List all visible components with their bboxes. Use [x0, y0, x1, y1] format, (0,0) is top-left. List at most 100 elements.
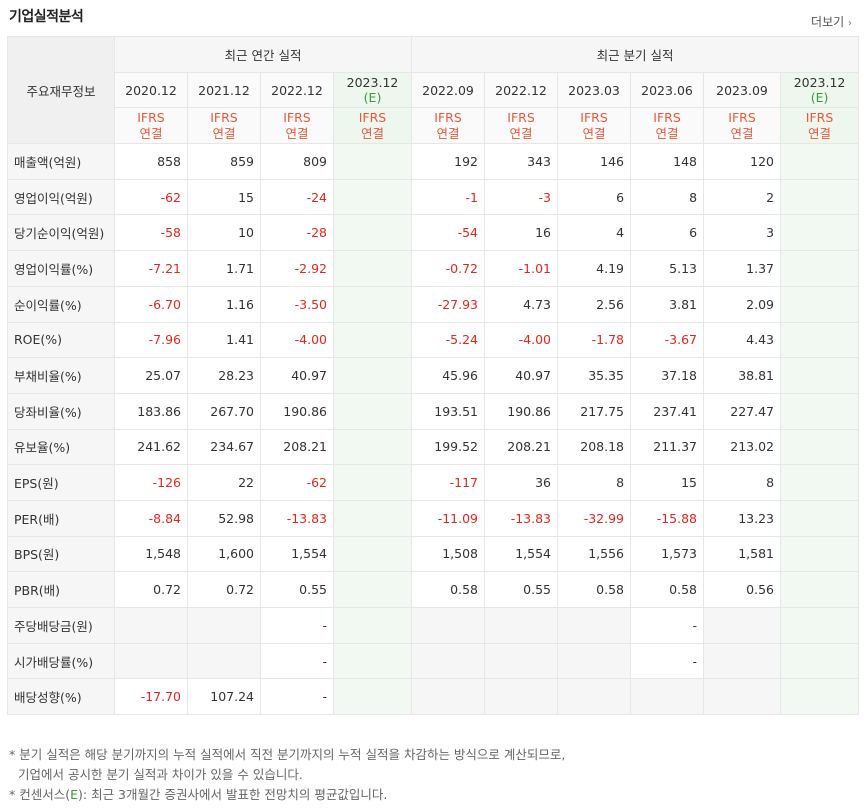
basis-header: IFRS 연결	[780, 107, 860, 145]
table-row: 당기순이익(억원) -58 10 -28 -54 16 4 6 3	[7, 214, 860, 252]
table-cell: -58	[114, 214, 188, 252]
table-cell: -15.88	[630, 499, 705, 537]
table-cell: 146	[557, 143, 632, 180]
basis-header: IFRS 연결	[187, 107, 261, 145]
row-label: ROE(%)	[7, 321, 115, 359]
table-cell: 1,581	[703, 535, 782, 573]
table-cell: 183.86	[114, 392, 188, 430]
table-cell	[557, 642, 632, 680]
table-cell	[557, 607, 632, 644]
note-line-3: * 컨센서스(E): 최근 3개월간 증권사에서 발표한 전망치의 평균값입니다…	[9, 787, 388, 802]
table-cell	[332, 607, 413, 644]
table-cell: 809	[260, 143, 334, 180]
table-cell: -0.72	[411, 250, 486, 287]
table-cell	[484, 607, 559, 644]
table-cell: 35.35	[557, 357, 632, 394]
table-cell	[332, 428, 413, 466]
table-row: 유보율(%) 241.62 234.67 208.21 199.52 208.21 208.…	[7, 428, 860, 466]
table-cell: 213.02	[703, 428, 782, 466]
table-cell: 190.86	[260, 392, 334, 430]
table-cell: -	[260, 607, 334, 644]
table-cell: 15	[630, 464, 705, 501]
period-header: 2022.12	[260, 71, 334, 109]
table-cell: 40.97	[260, 357, 334, 394]
period-header: 2022.12	[484, 71, 559, 109]
table-cell	[411, 642, 486, 680]
table-cell: 267.70	[187, 392, 261, 430]
row-label: 영업이익률(%)	[7, 250, 115, 287]
table-row: 당좌비율(%) 183.86 267.70 190.86 193.51 190.86 217…	[7, 392, 860, 430]
section-title: 기업실적분석	[9, 9, 84, 25]
table-cell	[332, 392, 413, 430]
quarter-group-header: 최근 분기 실적	[411, 36, 860, 73]
row-label: BPS(원)	[7, 535, 115, 573]
table-cell: 2.09	[703, 285, 782, 323]
more-link[interactable]: 더보기 ›	[811, 13, 852, 30]
row-label: 배당성향(%)	[7, 678, 115, 716]
basis-header: IFRS 연결	[332, 107, 413, 145]
table-cell: 107.24	[187, 678, 261, 716]
period-header: 2023.03	[557, 71, 632, 109]
financial-table: 주요재무정보 최근 연간 실적 최근 분기 실적 2020.12 2021.12 2…	[7, 35, 860, 716]
table-cell: 148	[630, 143, 705, 180]
table-cell: 8	[557, 464, 632, 501]
table-cell: 1,556	[557, 535, 632, 573]
table-cell: -5.24	[411, 321, 486, 359]
table-cell: 25.07	[114, 357, 188, 394]
row-label: 순이익률(%)	[7, 285, 115, 323]
table-cell: 16	[484, 214, 559, 252]
table-cell	[332, 178, 413, 216]
basis-header: IFRS 연결	[260, 107, 334, 145]
period-header: 2023.06	[630, 71, 705, 109]
table-cell	[411, 678, 486, 716]
table-cell: 211.37	[630, 428, 705, 466]
table-cell: 1,573	[630, 535, 705, 573]
table-cell	[332, 642, 413, 680]
table-row: 주당배당금(원) - -	[7, 607, 860, 644]
period-header-row: 2020.12 2021.12 2022.12 2023.12 (E) 2022.09 20…	[8, 71, 860, 109]
table-cell: 193.51	[411, 392, 486, 430]
basis-header: IFRS 연결	[557, 107, 632, 145]
table-cell: -4.00	[484, 321, 559, 359]
table-cell: 1,508	[411, 535, 486, 573]
table-cell: -13.83	[260, 499, 334, 537]
table-cell: 1.41	[187, 321, 261, 359]
table-cell: -2.92	[260, 250, 334, 287]
table-cell	[332, 143, 413, 180]
table-row: ROE(%) -7.96 1.41 -4.00 -5.24 -4.00 -1.78 -3.67…	[7, 321, 860, 359]
table-cell: 858	[114, 143, 188, 180]
table-row: 매출액(억원) 858 859 809 192 343 146 148 120	[7, 143, 860, 180]
table-cell	[780, 357, 860, 394]
table-cell	[780, 607, 860, 644]
table-cell: 343	[484, 143, 559, 180]
table-cell	[187, 607, 261, 644]
table-cell: 217.75	[557, 392, 632, 430]
period-header: 2020.12	[114, 71, 188, 109]
table-cell: -27.93	[411, 285, 486, 323]
table-cell: -117	[411, 464, 486, 501]
row-label: 주당배당금(원)	[7, 607, 115, 644]
basis-header-row: IFRS 연결 IFRS 연결 IFRS 연결 IFRS 연결 IFRS 연결 IFRS 연결 IFRS…	[8, 107, 860, 145]
table-cell	[630, 678, 705, 716]
row-label: 영업이익(억원)	[7, 178, 115, 216]
note-line-1: * 분기 실적은 해당 분기까지의 누적 실적에서 직전 분기까지의 누적 실적…	[9, 747, 566, 762]
table-cell: -1.78	[557, 321, 632, 359]
table-cell: 5.13	[630, 250, 705, 287]
table-cell	[703, 642, 782, 680]
table-cell	[780, 250, 860, 287]
basis-header: IFRS 연결	[703, 107, 782, 145]
table-cell: -126	[114, 464, 188, 501]
table-cell: 199.52	[411, 428, 486, 466]
table-cell: -24	[260, 178, 334, 216]
table-cell: 0.55	[260, 571, 334, 608]
table-cell: 6	[557, 178, 632, 216]
table-cell: 4.19	[557, 250, 632, 287]
period-header: 2023.12 (E)	[332, 71, 413, 109]
table-cell	[703, 678, 782, 716]
table-row: BPS(원) 1,548 1,600 1,554 1,508 1,554 1,556 1,57…	[7, 535, 860, 573]
table-cell: 208.21	[260, 428, 334, 466]
basis-header: IFRS 연결	[411, 107, 486, 145]
table-cell: 1,554	[484, 535, 559, 573]
table-cell: 208.21	[484, 428, 559, 466]
table-cell	[332, 499, 413, 537]
